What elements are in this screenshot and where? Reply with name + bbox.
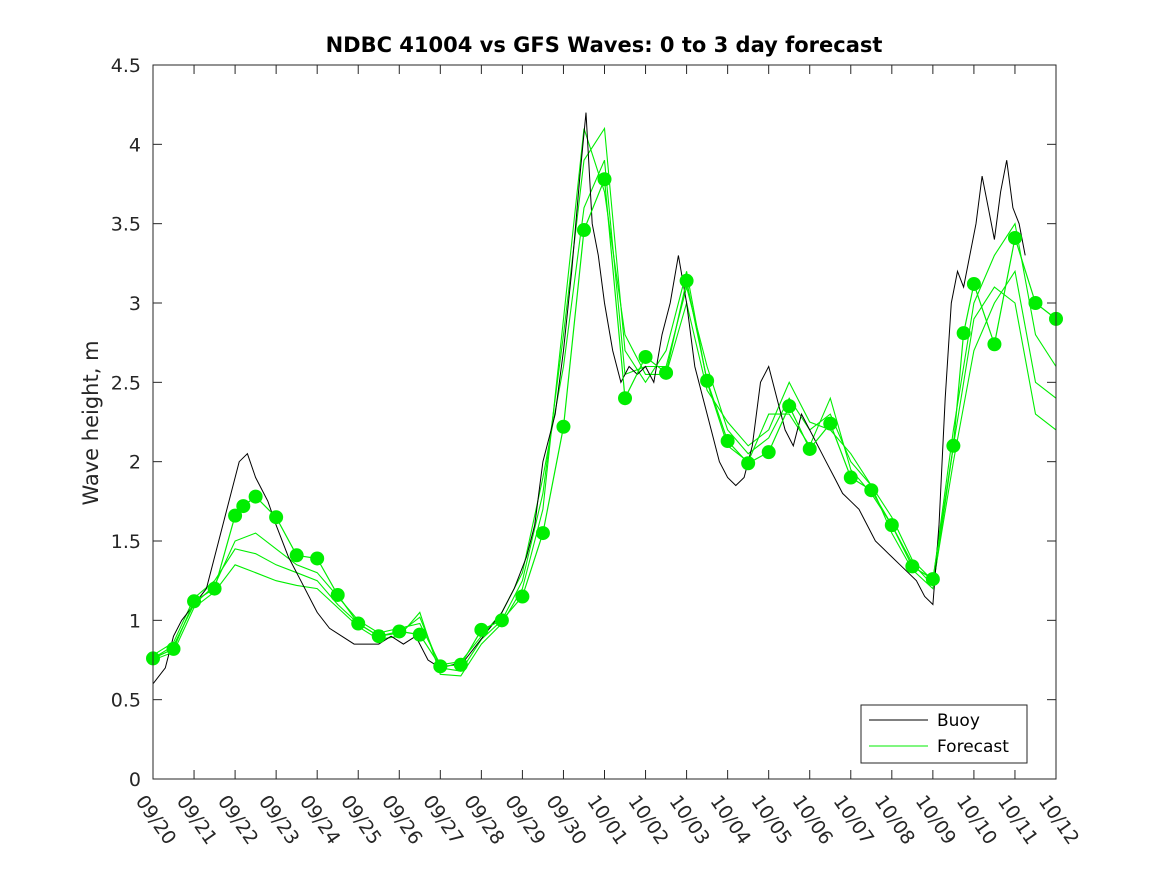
y-tick-label: 4 [129, 134, 141, 156]
forecast-point [576, 223, 591, 238]
y-tick-label: 4.5 [111, 55, 141, 77]
forecast-point [289, 548, 304, 563]
forecast-point [330, 587, 345, 602]
forecast-point [269, 510, 284, 525]
forecast-point [925, 572, 940, 587]
forecast-point [700, 373, 715, 388]
forecast-point [741, 456, 756, 471]
forecast-point [905, 559, 920, 574]
y-tick-label: 0.5 [111, 690, 141, 712]
forecast-point [433, 659, 448, 674]
forecast-point [720, 434, 735, 449]
forecast-point [535, 526, 550, 541]
forecast-point [351, 616, 366, 631]
y-axis-label: Wave height, m [79, 340, 103, 505]
forecast-point [412, 627, 427, 642]
forecast-point [494, 613, 509, 628]
forecast-point [248, 489, 263, 504]
forecast-point [453, 657, 468, 672]
forecast-point [956, 326, 971, 341]
y-tick-label: 0 [129, 769, 141, 791]
forecast-point [843, 470, 858, 485]
forecast-point [236, 499, 251, 514]
y-tick-label: 3 [129, 293, 141, 315]
forecast-point [166, 641, 181, 656]
chart-title: NDBC 41004 vs GFS Waves: 0 to 3 day fore… [326, 33, 883, 57]
forecast-point [310, 551, 325, 566]
forecast-point [782, 399, 797, 414]
forecast-point [474, 622, 489, 637]
forecast-point [802, 441, 817, 456]
forecast-point [392, 624, 407, 639]
forecast-point [1028, 296, 1043, 310]
forecast-point [679, 273, 694, 288]
forecast-point [228, 508, 243, 523]
forecast-point [207, 581, 222, 596]
forecast-point [618, 391, 633, 406]
forecast-point [987, 337, 1002, 352]
y-tick-label: 2.5 [111, 372, 141, 394]
y-axis: 0 0.5 1 1.5 2 2.5 3 3.5 4 4.5 [111, 55, 1056, 791]
legend-buoy-label: Buoy [937, 711, 980, 731]
legend-box [860, 704, 1028, 764]
forecast-point [515, 589, 530, 604]
forecast-point [884, 518, 899, 533]
forecast-point [371, 629, 386, 644]
y-tick-label: 2 [129, 452, 141, 474]
forecast-point [556, 419, 571, 434]
forecast-point [966, 276, 981, 291]
forecast-run-line [152, 126, 1057, 672]
forecast-point [597, 172, 612, 187]
forecast-point [864, 483, 879, 498]
y-tick-label: 1.5 [111, 531, 141, 553]
y-tick-label: 3.5 [111, 214, 141, 236]
y-tick-label: 1 [129, 610, 141, 632]
forecast-point [823, 416, 838, 431]
buoy-series-line [152, 112, 1026, 685]
plot-area [146, 112, 1063, 685]
forecast-point [946, 438, 961, 453]
forecast-point [187, 594, 202, 609]
forecast-point [638, 349, 653, 364]
legend-forecast-label: Forecast [937, 737, 1009, 757]
legend: Buoy Forecast [860, 704, 1028, 764]
forecast-run-line [152, 159, 1057, 666]
forecast-point [659, 365, 674, 380]
forecast-point [761, 445, 776, 460]
forecast-point [1007, 230, 1022, 245]
